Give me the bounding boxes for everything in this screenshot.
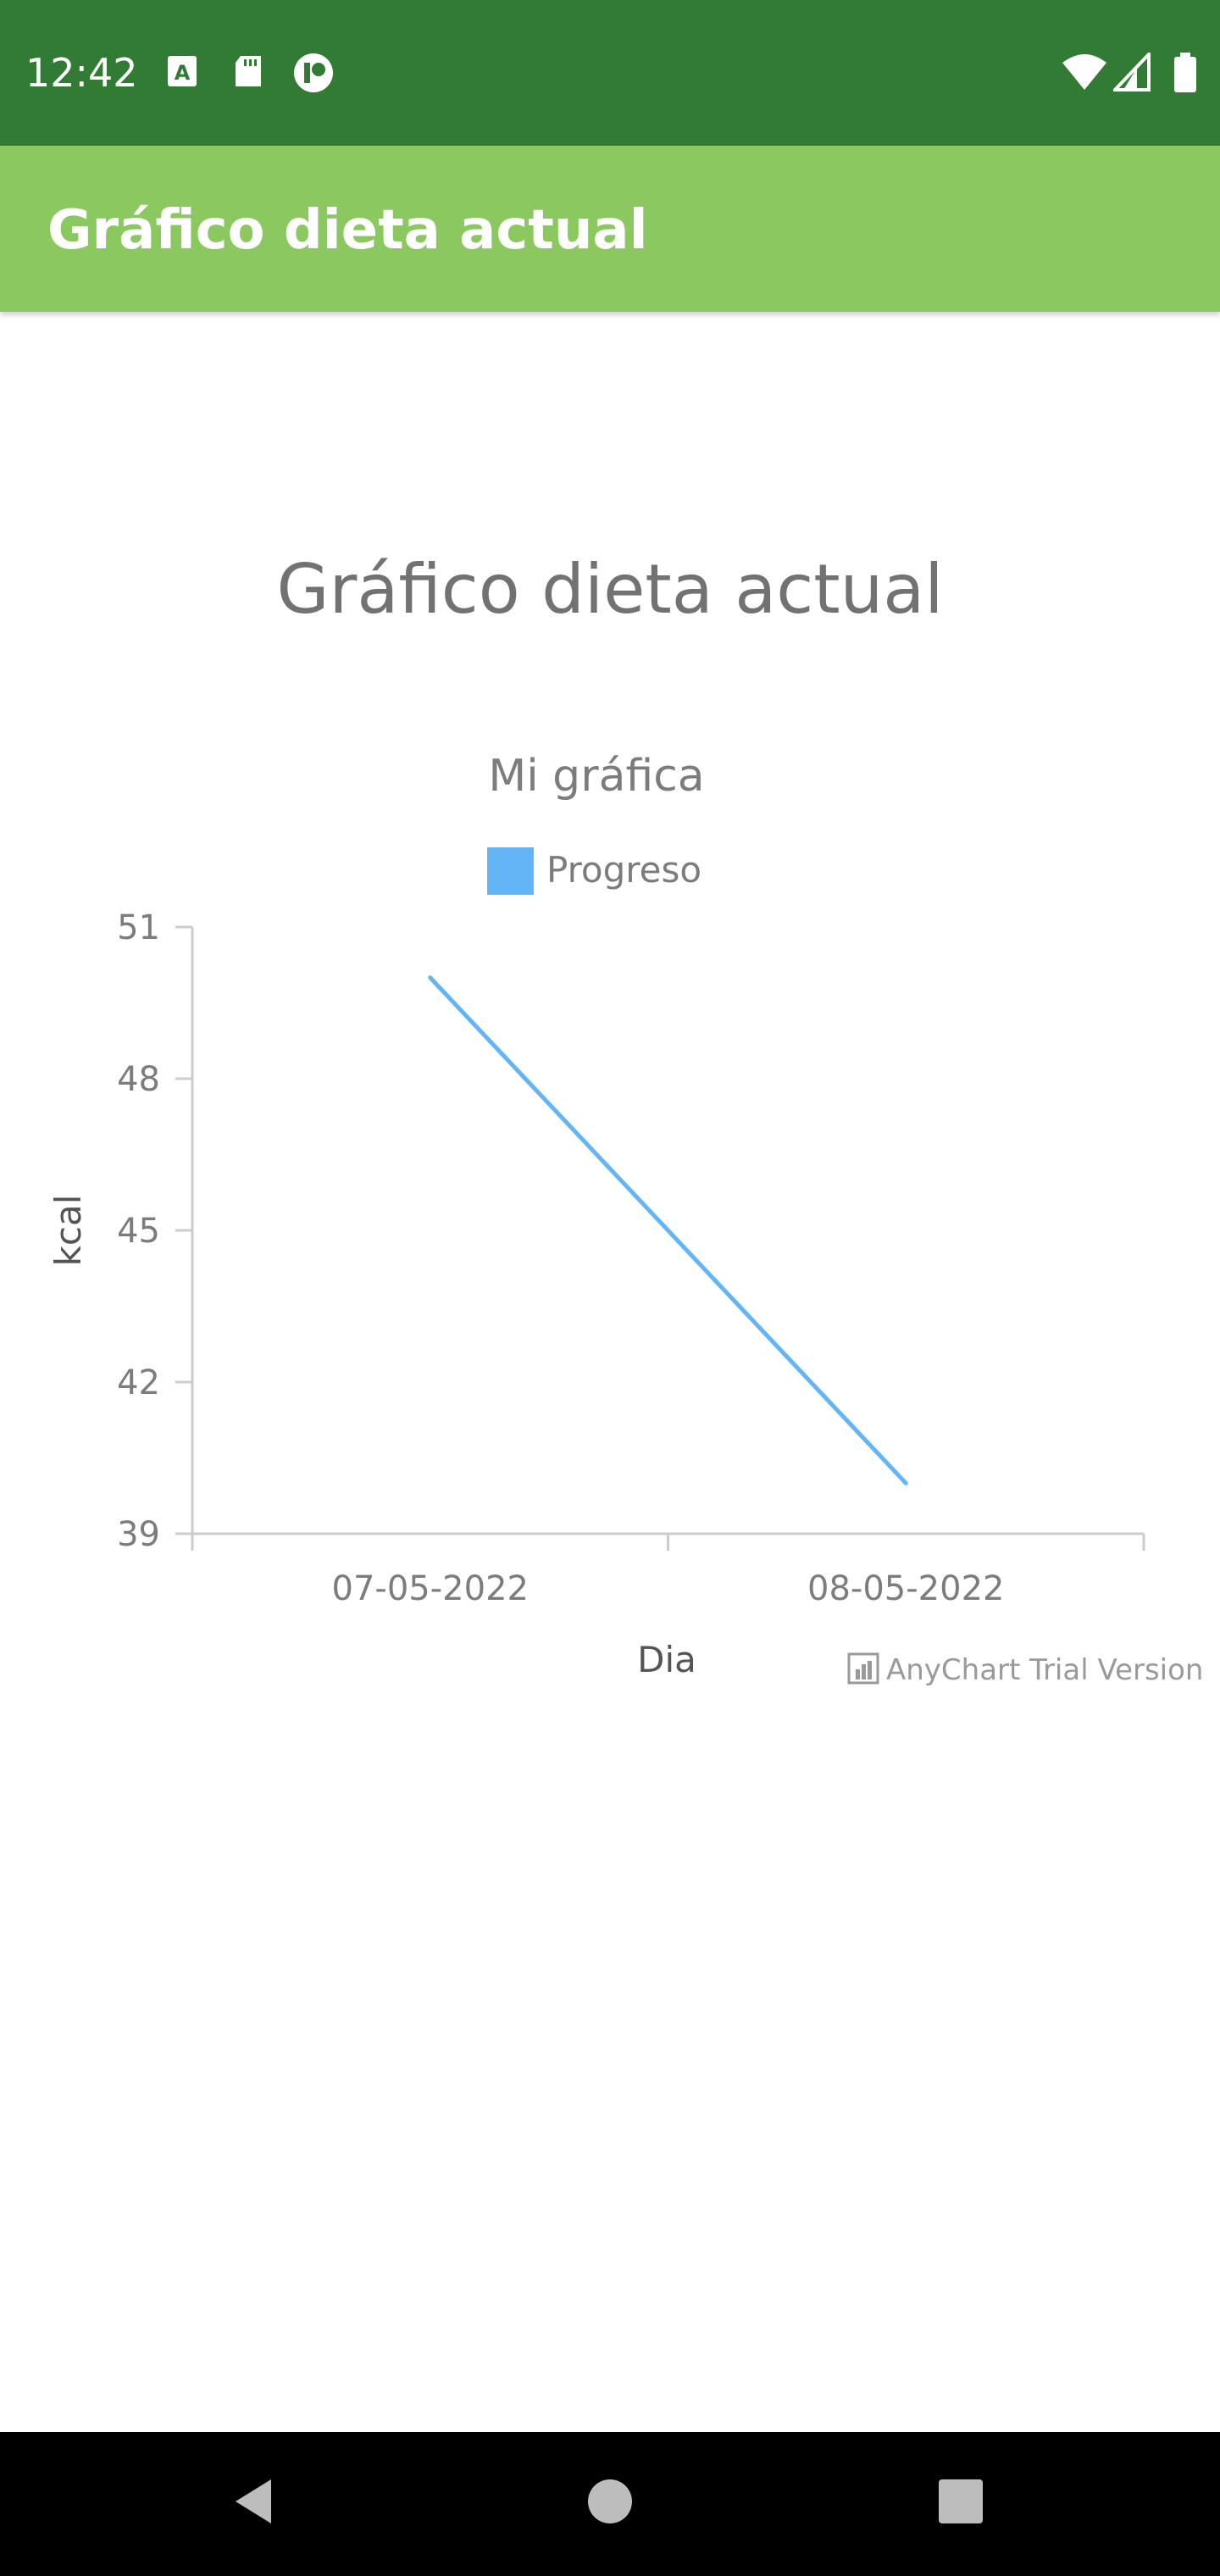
- y-tick-label: 39: [117, 1515, 160, 1554]
- app-bar: Gráfico dieta actual: [0, 146, 1220, 312]
- y-tick-label: 45: [117, 1212, 160, 1251]
- y-axis-title: kcal: [47, 1195, 89, 1267]
- app-title: Gráfico dieta actual: [47, 199, 648, 262]
- chart-title: Mi gráfica: [488, 751, 704, 802]
- data-point: [903, 1480, 908, 1485]
- data-point: [428, 975, 433, 980]
- battery-icon: [1174, 53, 1196, 92]
- status-time: 12:42: [25, 50, 138, 96]
- anychart-logo-bar: [862, 1664, 866, 1679]
- y-tick-label: 48: [117, 1060, 160, 1099]
- home-icon[interactable]: [583, 2474, 637, 2529]
- page-heading: Gráfico dieta actual: [276, 550, 944, 629]
- legend-swatch: [487, 847, 534, 895]
- recents-icon[interactable]: [934, 2474, 988, 2529]
- chart-watermark: AnyChart Trial Version: [886, 1653, 1203, 1687]
- app-badge-icon: [294, 53, 333, 92]
- x-tick-label: 07-05-2022: [332, 1569, 529, 1608]
- y-tick-label: 51: [117, 908, 160, 947]
- x-tick-label: 08-05-2022: [807, 1569, 1004, 1608]
- x-axis-title: Dia: [637, 1639, 696, 1680]
- anychart-logo-bar: [856, 1669, 860, 1679]
- keyboard-a-icon: A: [168, 56, 197, 86]
- svg-text:A: A: [175, 61, 191, 85]
- status-bar: 12:42 A: [0, 0, 1220, 146]
- sd-card-icon: [236, 56, 261, 86]
- back-icon[interactable]: [229, 2474, 283, 2529]
- anychart-logo-icon: [847, 1652, 879, 1685]
- legend-label: Progreso: [546, 849, 702, 891]
- chart-page: Gráfico dieta actual Mi gráfica Progreso 3…: [0, 312, 1220, 2432]
- line-chart: Mi gráfica Progreso 39 42 45 48 51 07-05-2022 08…: [47, 751, 1203, 1687]
- series-line-progreso: [428, 975, 908, 1485]
- navigation-bar: [0, 2432, 1220, 2576]
- y-tick-label: 42: [117, 1363, 160, 1402]
- wifi-icon: [1062, 54, 1106, 90]
- cell-signal-icon: [1113, 53, 1151, 92]
- anychart-logo-bar: [868, 1661, 872, 1679]
